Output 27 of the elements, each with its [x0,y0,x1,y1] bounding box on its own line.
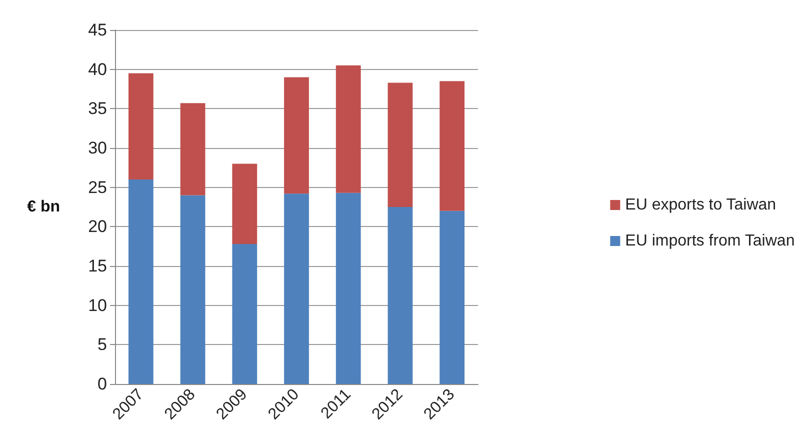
y-tick-label: 30 [88,138,107,158]
y-tick-label: 10 [88,296,107,315]
bar [284,194,309,384]
y-tick-label: 5 [98,335,107,354]
y-axis-title: € bn [27,198,60,216]
bar [440,210,465,384]
bar [440,81,465,211]
bar [284,77,309,194]
legend-label: EU exports to Taiwan [625,196,776,214]
legend-label: EU imports from Taiwan [625,232,795,250]
y-tick-label: 20 [88,217,107,236]
bar [180,195,206,384]
bar [388,207,413,384]
y-tick-label: 0 [98,374,107,394]
bar [232,244,258,384]
bar [388,82,413,207]
y-tick-label: 40 [88,60,107,79]
y-tick-label: 15 [88,256,107,276]
bar [336,192,361,384]
y-tick-label: 25 [88,178,107,197]
y-tick-label: 35 [88,99,107,118]
bar [128,73,154,180]
bar [128,179,154,384]
bar [232,164,258,244]
bar [336,65,361,193]
y-tick-label: 45 [88,20,107,40]
bar [180,103,206,196]
